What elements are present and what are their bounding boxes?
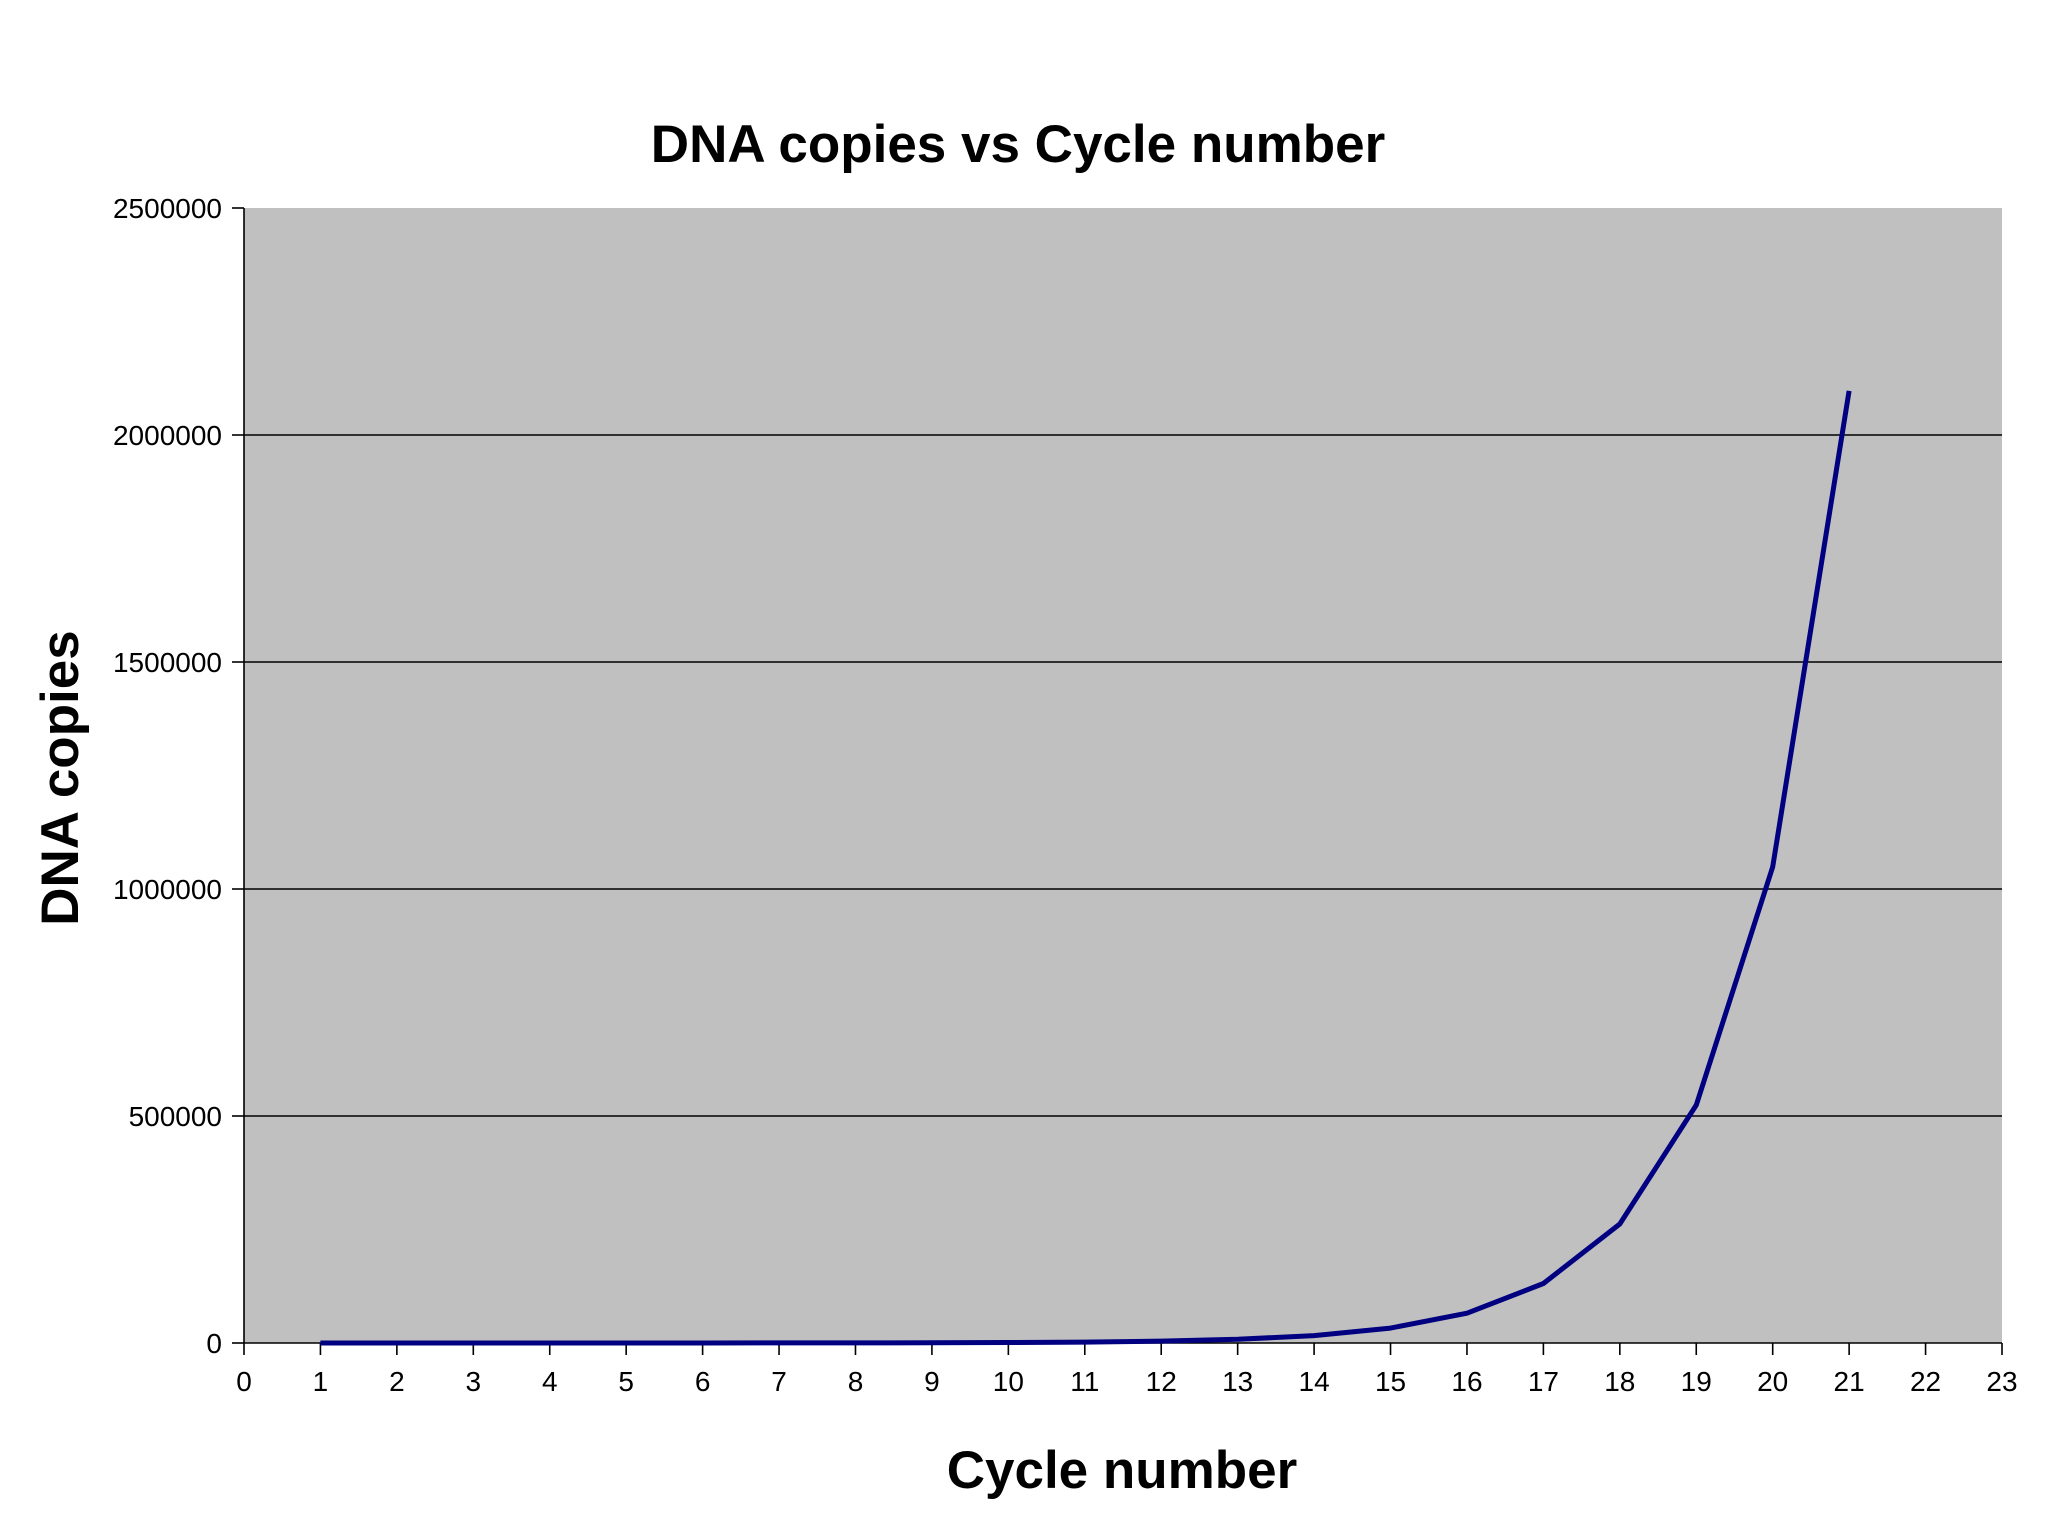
x-tick-label-6: 6: [695, 1366, 711, 1397]
y-axis-ticks: 0 500000 1000000 1500000 2000000 2500000: [113, 193, 244, 1359]
y-axis-title: DNA copies: [31, 630, 90, 926]
x-tick-label-16: 16: [1451, 1366, 1482, 1397]
y-tick-label-5: 2500000: [113, 193, 222, 224]
x-tick-label-19: 19: [1681, 1366, 1712, 1397]
y-tick-label-0: 0: [206, 1328, 222, 1359]
x-tick-label-20: 20: [1757, 1366, 1788, 1397]
x-axis-title: Cycle number: [947, 1441, 1298, 1500]
x-tick-label-23: 23: [1986, 1366, 2017, 1397]
x-tick-label-8: 8: [848, 1366, 864, 1397]
y-tick-label-1: 500000: [129, 1101, 222, 1132]
gridlines: [244, 434, 2002, 1117]
series-group: [320, 390, 1852, 1346]
x-tick-label-5: 5: [618, 1366, 634, 1397]
series-line-0: [320, 390, 1852, 1346]
x-tick-label-3: 3: [466, 1366, 482, 1397]
chart-title: DNA copies vs Cycle number: [651, 115, 1385, 174]
x-tick-label-0: 0: [236, 1366, 252, 1397]
y-tick-label-2: 1000000: [113, 874, 222, 905]
x-tick-label-22: 22: [1910, 1366, 1941, 1397]
x-tick-label-12: 12: [1146, 1366, 1177, 1397]
y-tick-label-4: 2000000: [113, 420, 222, 451]
y-tick-label-3: 1500000: [113, 647, 222, 678]
x-tick-label-13: 13: [1222, 1366, 1253, 1397]
x-tick-label-10: 10: [993, 1366, 1024, 1397]
plot-area: [244, 208, 2002, 1343]
x-tick-label-15: 15: [1375, 1366, 1406, 1397]
x-axis-ticks: 0 1 2 3 4 5 6 7 8 9 10 11 12 13 14 15 16 17 18 19 20 21 22 23: [236, 1343, 2018, 1397]
x-tick-label-21: 21: [1834, 1366, 1865, 1397]
x-tick-label-7: 7: [771, 1366, 787, 1397]
x-tick-label-11: 11: [1070, 1366, 1099, 1397]
x-tick-label-4: 4: [542, 1366, 558, 1397]
x-tick-label-2: 2: [389, 1366, 405, 1397]
x-tick-label-17: 17: [1528, 1366, 1559, 1397]
x-tick-label-14: 14: [1299, 1366, 1330, 1397]
x-tick-label-9: 9: [924, 1366, 940, 1397]
x-tick-label-18: 18: [1604, 1366, 1635, 1397]
x-tick-label-1: 1: [313, 1366, 329, 1397]
